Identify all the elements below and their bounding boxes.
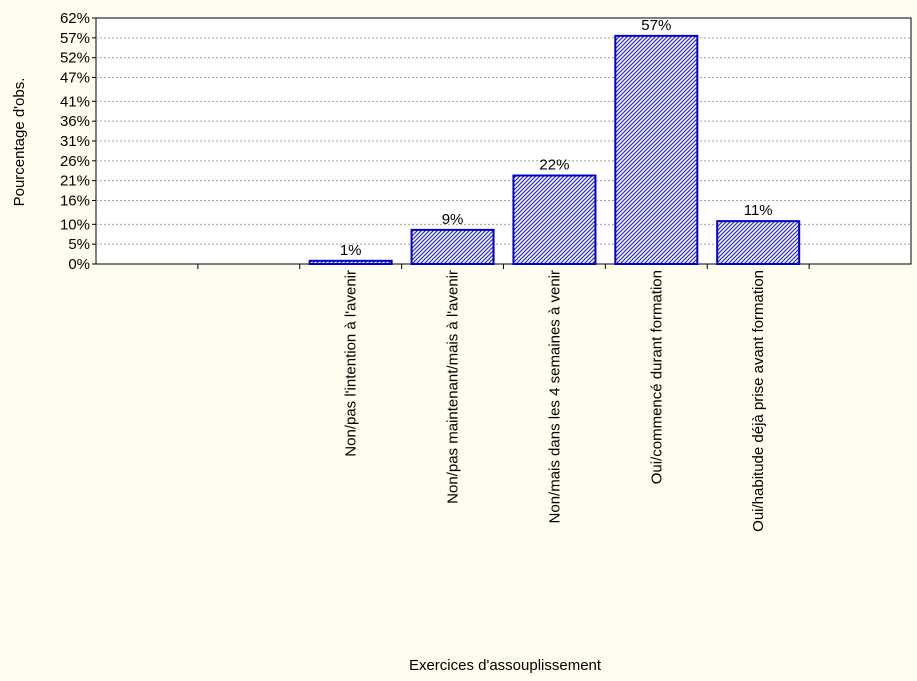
x-tick-label: Non/pas l'intention à l'avenir: [343, 270, 360, 457]
x-axis: Non/pas l'intention à l'avenir Non/pas ma…: [197, 264, 810, 532]
bar: [716, 220, 801, 266]
bar: [614, 34, 699, 265]
y-tick-label: 62%: [60, 10, 90, 27]
y-tick-label: 41%: [60, 93, 90, 110]
y-tick-label: 21%: [60, 173, 90, 190]
x-tick-label: Non/pas maintenant/mais à l'avenir: [445, 270, 462, 504]
x-tick-label: Non/mais dans les 4 semaines à venir: [546, 270, 563, 523]
y-tick-label: 52%: [60, 50, 90, 67]
x-tick-label: Oui/commencé durant formation: [648, 270, 665, 484]
y-tick-label: 31%: [60, 133, 90, 150]
y-axis-title: Pourcentage d'obs.: [11, 78, 28, 207]
data-label: 22%: [539, 157, 569, 174]
y-tick-label: 16%: [60, 193, 90, 210]
y-tick-label: 10%: [60, 216, 90, 233]
y-tick-label: 47%: [60, 70, 90, 87]
y-tick-label: 5%: [68, 236, 90, 253]
bar: [410, 228, 495, 266]
data-label: 9%: [442, 211, 464, 228]
x-tick-label: Oui/habitude déjà prise avant formation: [750, 270, 767, 532]
bar: [512, 174, 597, 265]
y-axis: 0% 5% 10% 16% 21% 26% 31% 36% 41% 47% 52% 57% 62%: [60, 10, 96, 273]
data-label: 1%: [340, 242, 362, 259]
y-tick-label: 57%: [60, 30, 90, 47]
data-labels: 1% 9% 22% 57% 11%: [340, 17, 773, 259]
data-label: 57%: [641, 17, 671, 34]
y-tick-label: 36%: [60, 113, 90, 130]
bars: [308, 34, 801, 266]
bar: [308, 259, 393, 265]
y-tick-label: 0%: [68, 256, 90, 273]
x-axis-title: Exercices d'assouplissement: [409, 657, 602, 674]
y-tick-label: 26%: [60, 153, 90, 170]
data-label: 11%: [744, 202, 773, 219]
